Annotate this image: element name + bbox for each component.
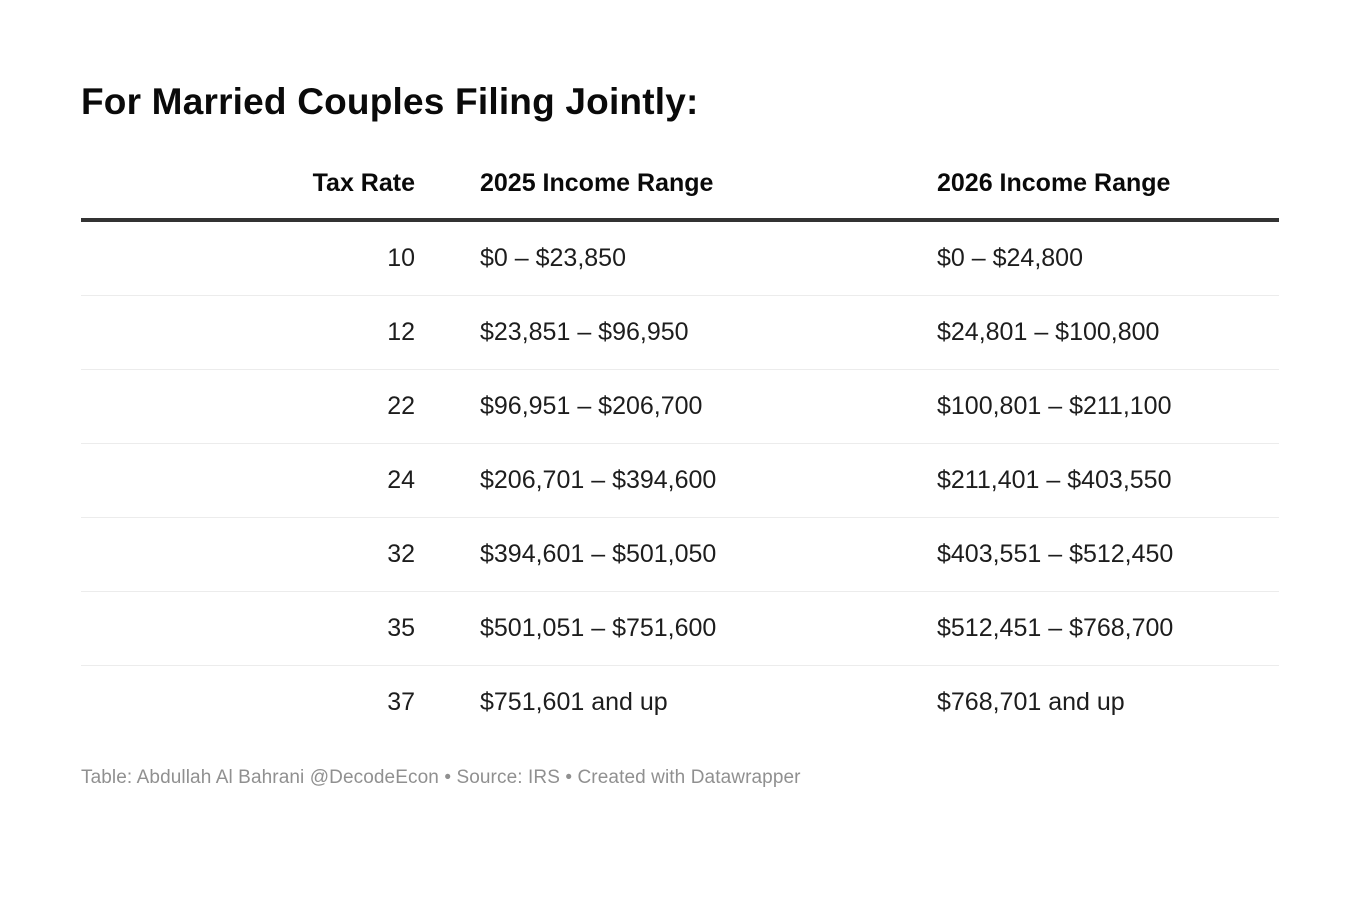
income-range-2026-cell: $512,451 – $768,700 [937,590,1279,666]
tax-rate-cell: 10 [387,243,415,272]
table-row: 37 $751,601 and up $768,701 and up [81,664,1279,739]
income-range-2025-cell: $96,951 – $206,700 [415,368,937,444]
tax-rate-cell: 35 [81,590,415,666]
income-range-2025-cell: $206,701 – $394,600 [415,442,937,518]
income-range-2025-cell: $394,601 – $501,050 [415,516,937,592]
tax-rate-cell: 22 [81,368,415,444]
table-header-row: Tax Rate 2025 Income Range 2026 Income R… [81,168,1279,222]
tax-rate-cell: 24 [81,442,415,518]
table-header: Tax Rate 2025 Income Range 2026 Income R… [81,168,1279,222]
attribution-footer: Table: Abdullah Al Bahrani @DecodeEcon •… [81,766,801,788]
column-header-tax-rate: Tax Rate [81,168,415,222]
tax-rate-cell: 37 [81,664,415,739]
income-range-2026-cell: $211,401 – $403,550 [937,442,1279,518]
column-header-2026-income-range: 2026 Income Range [937,168,1279,222]
table-row: 24 $206,701 – $394,600 $211,401 – $403,5… [81,442,1279,518]
column-header-2025-income-range: 2025 Income Range [415,168,937,222]
income-range-2025-cell: $501,051 – $751,600 [415,590,937,666]
tax-rate-cell: 32 [81,516,415,592]
table-row: 10 $0 – $23,850 $0 – $24,800 [81,220,1279,296]
table-row: 22 $96,951 – $206,700 $100,801 – $211,10… [81,368,1279,444]
tax-brackets-table: Tax Rate 2025 Income Range 2026 Income R… [81,168,1279,739]
income-range-2026-cell: $768,701 and up [937,664,1279,739]
income-range-2025-cell: $23,851 – $96,950 [415,294,937,370]
income-range-2026-cell: $100,801 – $211,100 [937,368,1279,444]
tax-rate-cell: 12 [81,294,415,370]
table-row: 12 $23,851 – $96,950 $24,801 – $100,800 [81,294,1279,370]
table-row: 32 $394,601 – $501,050 $403,551 – $512,4… [81,516,1279,592]
income-range-2026-cell: $24,801 – $100,800 [937,294,1279,370]
income-range-2025-cell: $751,601 and up [415,664,937,739]
page-title: For Married Couples Filing Jointly: [81,81,699,122]
table-body: 10 $0 – $23,850 $0 – $24,800 12 $23,851 … [81,220,1279,739]
income-range-2026-cell: $0 – $24,800 [937,243,1083,272]
income-range-2025-cell: $0 – $23,850 [480,243,626,272]
table-row: 35 $501,051 – $751,600 $512,451 – $768,7… [81,590,1279,666]
income-range-2026-cell: $403,551 – $512,450 [937,516,1279,592]
